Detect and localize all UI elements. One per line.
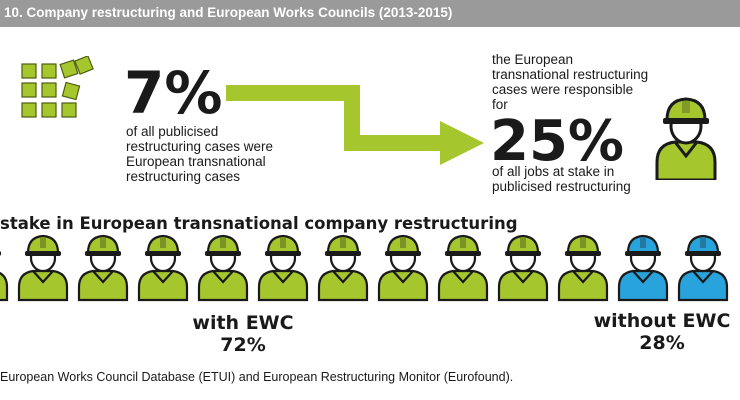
worker-without-ewc-icon [617, 234, 669, 302]
figure-header: 10. Company restructuring and European W… [0, 0, 740, 27]
arrow-icon [226, 85, 484, 165]
worker-with-ewc-icon [197, 234, 249, 302]
worker-with-ewc-icon [77, 234, 129, 302]
worker-with-ewc-icon [377, 234, 429, 302]
without-ewc-label: without EWC 28% [593, 310, 731, 354]
right-stat-description: of all jobs at stake in publicised restr… [492, 164, 631, 194]
worker-with-ewc-icon [437, 234, 489, 302]
figure-title: 10. Company restructuring and European W… [4, 5, 453, 20]
worker-with-ewc-icon [137, 234, 189, 302]
right-stat-intro: the European transnational restructuring… [492, 52, 649, 112]
worker-with-ewc-icon [317, 234, 369, 302]
section-title: stake in European transnational company … [0, 214, 518, 233]
worker-with-ewc-icon [497, 234, 549, 302]
worker-with-ewc-icon [0, 251, 9, 302]
right-stat-value: 25% [490, 109, 625, 174]
worker-without-ewc-icon [677, 234, 729, 302]
worker-with-ewc-icon [257, 234, 309, 302]
with-ewc-label: with EWC 72% [192, 312, 294, 356]
worker-helmet-icon [655, 97, 717, 180]
stacked-squares-icon [21, 56, 94, 118]
left-stat-value: 7% [124, 59, 223, 127]
left-stat-description: of all publicised restructuring cases we… [126, 124, 274, 184]
worker-pictogram-row [0, 234, 729, 302]
worker-with-ewc-icon [17, 234, 69, 302]
source-note: European Works Council Database (ETUI) a… [0, 370, 514, 384]
worker-with-ewc-icon [557, 234, 609, 302]
